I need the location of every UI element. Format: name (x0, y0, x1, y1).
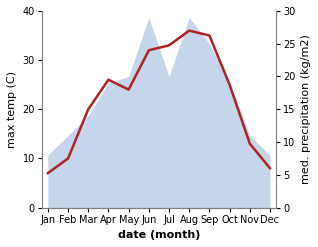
X-axis label: date (month): date (month) (118, 230, 200, 240)
Y-axis label: med. precipitation (kg/m2): med. precipitation (kg/m2) (301, 34, 311, 184)
Y-axis label: max temp (C): max temp (C) (7, 71, 17, 148)
